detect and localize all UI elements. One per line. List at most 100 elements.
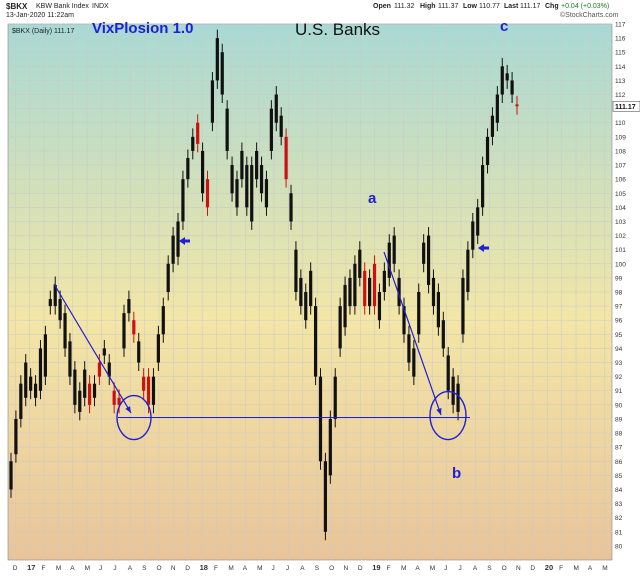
x-tick-label: J bbox=[444, 565, 447, 572]
candle-body bbox=[97, 362, 102, 377]
x-axis: D 17 F M A M J J A S O N D 18 F M A M J J A S O N D 19 F M A M J J A S O N D… bbox=[13, 563, 608, 572]
candle-body bbox=[397, 277, 401, 307]
brand-label: ©StockCharts.com bbox=[560, 12, 619, 19]
gap-arrow-2019 bbox=[478, 244, 489, 252]
candle-body bbox=[196, 122, 200, 144]
candle-body bbox=[338, 306, 342, 349]
last-label: Last bbox=[504, 3, 519, 10]
candle-body bbox=[245, 165, 249, 208]
candle-body bbox=[451, 376, 455, 405]
candle-body bbox=[412, 348, 416, 377]
candle-body bbox=[353, 263, 357, 307]
x-tick-label: S bbox=[315, 565, 320, 572]
x-tick-label: A bbox=[473, 565, 478, 572]
x-tick-label: N bbox=[516, 565, 521, 572]
candle-body bbox=[372, 263, 377, 307]
candle-body bbox=[363, 270, 367, 307]
candle-body bbox=[318, 376, 323, 462]
candle-body bbox=[407, 334, 411, 363]
y-tick-label: 90 bbox=[615, 402, 623, 409]
candle-body bbox=[151, 376, 156, 405]
candle-body bbox=[19, 383, 23, 419]
x-tick-label: O bbox=[329, 565, 334, 572]
x-tick-label: S bbox=[142, 565, 147, 572]
candle-body bbox=[481, 165, 485, 208]
y-tick-label: 85 bbox=[615, 473, 623, 480]
candle-body bbox=[78, 390, 82, 412]
candle-body bbox=[309, 270, 313, 307]
candle-body bbox=[368, 277, 372, 307]
candle-body bbox=[456, 383, 460, 412]
candle-body bbox=[132, 320, 136, 335]
candle-body bbox=[436, 292, 440, 328]
y-tick-label: 110 bbox=[615, 120, 626, 127]
candle-body bbox=[235, 179, 239, 208]
candle-body bbox=[392, 235, 396, 264]
candle-body bbox=[112, 390, 116, 405]
x-tick-label: D bbox=[13, 565, 18, 572]
y-tick-label: 94 bbox=[615, 346, 623, 353]
trend-arrow-right-head bbox=[436, 408, 442, 415]
last-value: 111.17 bbox=[520, 3, 541, 10]
x-tick-label: J bbox=[459, 565, 462, 572]
candle-body bbox=[446, 355, 450, 391]
candle-body bbox=[83, 369, 87, 398]
candle-body bbox=[58, 299, 62, 321]
candle-body bbox=[181, 179, 185, 222]
x-tick-label: N bbox=[343, 565, 348, 572]
chart-header: $BKX KBW Bank Index INDX 13-Jan-2020 11:… bbox=[0, 0, 640, 24]
candle-body bbox=[343, 284, 347, 328]
x-tick-label: M bbox=[56, 565, 61, 572]
candle-body bbox=[122, 313, 126, 349]
y-tick-label: 87 bbox=[615, 445, 623, 452]
x-tick-label: A bbox=[588, 565, 593, 572]
candle-body bbox=[387, 242, 391, 278]
candle-body bbox=[137, 341, 141, 363]
candle-body bbox=[107, 362, 111, 377]
y-axis: 80 81 82 83 84 85 86 87 88 89 90 91 92 93 94 95 96 97 98 99… bbox=[612, 22, 640, 550]
wave-c-label: c bbox=[500, 18, 509, 35]
wave-b-label: b bbox=[452, 465, 462, 482]
candle-body bbox=[299, 277, 303, 307]
x-tick-label: J bbox=[113, 565, 116, 572]
candle-body bbox=[142, 376, 146, 391]
candle-body bbox=[205, 179, 210, 208]
trend-arrow-left bbox=[53, 283, 132, 414]
candle-body bbox=[225, 108, 229, 151]
candle-body bbox=[402, 306, 406, 335]
x-tick-label: M bbox=[574, 565, 579, 572]
gap-arrow-2017 bbox=[179, 237, 190, 245]
candle-body bbox=[166, 263, 170, 292]
candle-body bbox=[88, 383, 92, 405]
candle-body bbox=[73, 369, 77, 405]
x-tick-label: M bbox=[228, 565, 233, 572]
open-value: 111.32 bbox=[394, 3, 415, 10]
high-value: 111.37 bbox=[438, 3, 459, 10]
candle-body bbox=[191, 136, 195, 151]
candle-body bbox=[200, 150, 205, 194]
candle-body bbox=[304, 292, 308, 321]
x-tick-label: 19 bbox=[372, 563, 380, 572]
candle-body bbox=[117, 397, 121, 405]
candle-body bbox=[230, 165, 234, 194]
x-tick-label: M bbox=[85, 565, 90, 572]
y-tick-label: 100 bbox=[615, 261, 626, 268]
candle-body bbox=[48, 299, 52, 307]
candle-body bbox=[333, 376, 337, 419]
x-tick-label: S bbox=[487, 565, 492, 572]
y-tick-label: 84 bbox=[615, 487, 623, 494]
y-tick-label: 113 bbox=[615, 78, 626, 85]
candle-body bbox=[323, 461, 328, 532]
candle-body bbox=[490, 115, 495, 137]
trend-arrow-left-head bbox=[125, 406, 131, 413]
candles bbox=[9, 29, 519, 541]
x-tick-label: F bbox=[387, 565, 391, 572]
y-tick-label: 115 bbox=[615, 50, 626, 57]
y-tick-label: 92 bbox=[615, 374, 623, 381]
y-tick-label: 82 bbox=[615, 515, 623, 522]
chg-value: +0.04 (+0.03%) bbox=[561, 3, 610, 10]
x-tick-label: A bbox=[415, 565, 420, 572]
y-tick-label: 108 bbox=[615, 148, 626, 155]
x-tick-label: O bbox=[157, 565, 162, 572]
